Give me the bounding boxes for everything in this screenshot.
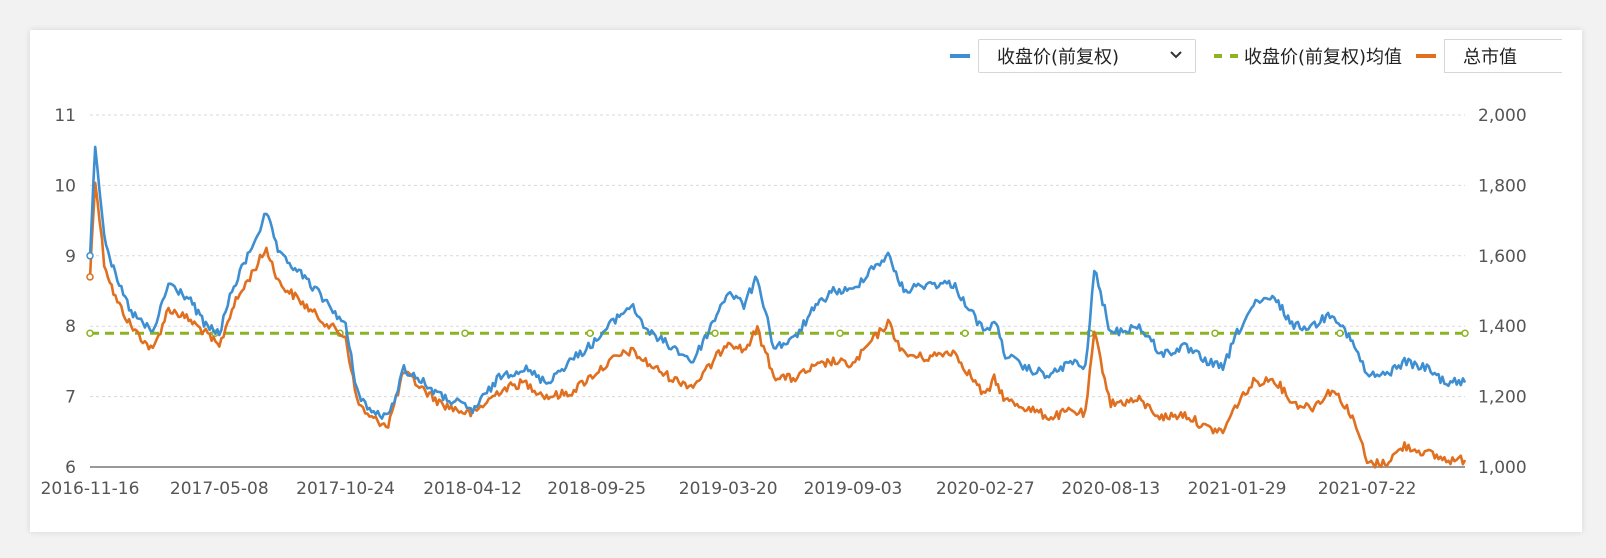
y-left-tick-label: 10 (54, 176, 76, 196)
chevron-down-icon (1169, 48, 1183, 64)
legend-swatch-average (1214, 54, 1238, 58)
average-line-layer (86, 329, 1469, 337)
x-tick-label: 2021-01-29 (1188, 479, 1287, 499)
series-select-dropdown[interactable]: 收盘价(前复权) (978, 39, 1196, 73)
mcap-start-marker (86, 273, 94, 281)
series-line-price (88, 145, 1467, 420)
series-line-mcap (88, 181, 1467, 469)
x-tick-label: 2019-03-20 (679, 479, 778, 499)
grid-layer (90, 114, 1465, 468)
x-tick-label: 2018-04-12 (423, 479, 522, 499)
legend-item-mcap[interactable]: 总市值 (1416, 39, 1563, 73)
legend-item-average[interactable]: 收盘价(前复权)均值 (1214, 43, 1402, 69)
legend-swatch-mcap (1416, 54, 1437, 58)
average-marker (1336, 329, 1344, 337)
average-marker (961, 329, 969, 337)
legend-swatch-price (950, 54, 970, 58)
average-marker (1461, 329, 1469, 337)
x-tick-label: 2020-02-27 (936, 479, 1035, 499)
average-marker (711, 329, 719, 337)
x-tick-label: 2019-09-03 (804, 479, 903, 499)
x-tick-label: 2020-08-13 (1061, 479, 1160, 499)
chart-panel (30, 30, 1582, 532)
y-right-tick-label: 1,600 (1478, 247, 1527, 267)
y-left-tick-label: 11 (54, 106, 76, 126)
series-select-label: 收盘价(前复权) (997, 47, 1120, 68)
series-layer (86, 145, 1467, 469)
y-right-tick-label: 2,000 (1478, 106, 1527, 126)
y-right-tick-label: 1,000 (1478, 458, 1527, 478)
y-left-tick-label: 7 (65, 388, 76, 408)
legend-box-mcap[interactable]: 总市值 (1444, 39, 1563, 73)
axis-layer: 6 7 8 9 10 11 1,000 1,200 1,400 1,600 1,800 2,000 20… (41, 106, 1527, 499)
average-marker (86, 329, 94, 337)
y-left-tick-label: 9 (65, 247, 76, 267)
average-marker (1211, 329, 1219, 337)
legend-label-mcap: 总市值 (1463, 47, 1518, 68)
legend-item-price[interactable]: 收盘价(前复权) (950, 39, 1196, 73)
y-left-tick-label: 8 (65, 317, 76, 337)
x-tick-label: 2021-07-22 (1318, 479, 1417, 499)
x-tick-label: 2016-11-16 (41, 479, 140, 499)
y-right-tick-label: 1,200 (1478, 388, 1527, 408)
x-tick-label: 2017-05-08 (170, 479, 269, 499)
legend: 收盘价(前复权) 收盘价(前复权)均值 总市值 (950, 38, 1563, 74)
average-marker (586, 329, 594, 337)
average-marker (461, 329, 469, 337)
price-start-marker (86, 252, 94, 260)
legend-label-average: 收盘价(前复权)均值 (1244, 47, 1403, 68)
average-marker (836, 329, 844, 337)
y-left-tick-label: 6 (65, 458, 76, 478)
y-right-tick-label: 1,400 (1478, 317, 1527, 337)
y-right-tick-label: 1,800 (1478, 176, 1527, 196)
x-tick-label: 2018-09-25 (547, 479, 646, 499)
x-tick-label: 2017-10-24 (296, 479, 395, 499)
